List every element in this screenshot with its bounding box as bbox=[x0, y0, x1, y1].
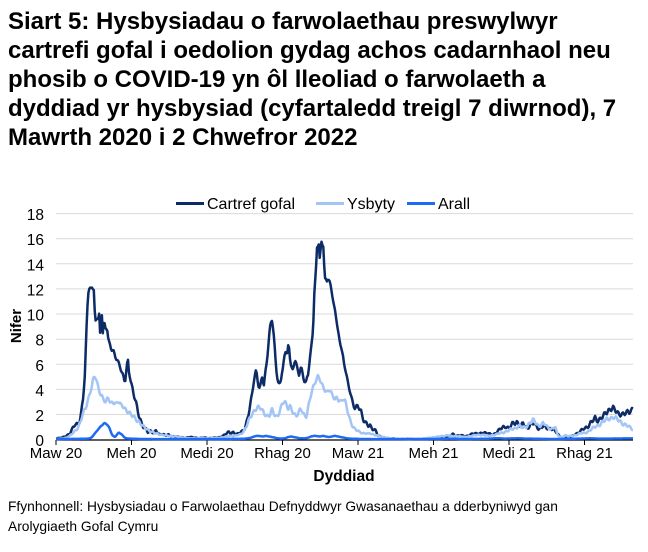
svg-text:Meh 20: Meh 20 bbox=[106, 445, 156, 462]
svg-text:Medi 21: Medi 21 bbox=[482, 445, 535, 462]
svg-text:0: 0 bbox=[35, 433, 44, 450]
svg-text:4: 4 bbox=[35, 383, 44, 400]
svg-text:Rhag 20: Rhag 20 bbox=[254, 445, 311, 462]
svg-text:Arall: Arall bbox=[438, 196, 470, 213]
svg-text:Nifer: Nifer bbox=[8, 309, 25, 343]
svg-text:Rhag 21: Rhag 21 bbox=[556, 445, 613, 462]
svg-text:Maw 21: Maw 21 bbox=[332, 445, 385, 462]
svg-text:Ysbyty: Ysbyty bbox=[347, 196, 395, 213]
svg-text:Dyddiad: Dyddiad bbox=[313, 468, 374, 485]
svg-text:Cartref gofal: Cartref gofal bbox=[207, 196, 295, 213]
svg-text:10: 10 bbox=[27, 308, 45, 325]
svg-text:18: 18 bbox=[27, 207, 44, 224]
svg-text:12: 12 bbox=[27, 282, 44, 299]
svg-text:2: 2 bbox=[35, 408, 44, 425]
svg-text:16: 16 bbox=[27, 232, 44, 249]
svg-text:14: 14 bbox=[27, 257, 45, 274]
svg-text:Meh 21: Meh 21 bbox=[408, 445, 458, 462]
svg-text:8: 8 bbox=[35, 333, 44, 350]
svg-text:Maw 20: Maw 20 bbox=[30, 445, 83, 462]
svg-text:Medi 20: Medi 20 bbox=[180, 445, 233, 462]
svg-text:6: 6 bbox=[35, 358, 44, 375]
